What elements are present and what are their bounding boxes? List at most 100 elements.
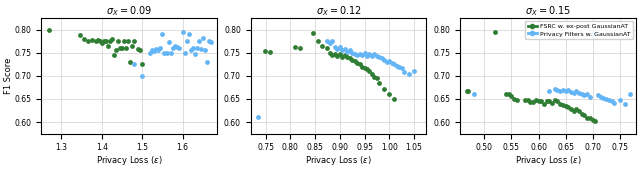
Point: [582, 116, 592, 119]
Point: [105, 40, 115, 42]
Point: [566, 91, 576, 93]
Point: [563, 106, 573, 109]
Point: [323, 40, 333, 42]
X-axis label: Privacy Loss ($\varepsilon$): Privacy Loss ($\varepsilon$): [515, 154, 581, 167]
Point: [509, 98, 519, 100]
Point: [196, 48, 206, 50]
Point: [588, 32, 598, 35]
Point: [83, 39, 93, 42]
Point: [352, 62, 362, 64]
Point: [552, 100, 563, 103]
Point: [137, 75, 147, 77]
Point: [97, 42, 107, 45]
Point: [547, 101, 557, 104]
Point: [374, 81, 385, 84]
Point: [468, 93, 479, 96]
Point: [133, 48, 143, 50]
Point: [163, 41, 173, 43]
Point: [399, 71, 409, 74]
Point: [504, 93, 514, 96]
Point: [389, 63, 399, 66]
Point: [165, 51, 175, 54]
Point: [317, 44, 328, 47]
Point: [364, 70, 374, 73]
Point: [115, 47, 125, 49]
Point: [93, 38, 103, 41]
Point: [609, 101, 620, 104]
Point: [369, 75, 380, 78]
Point: [192, 47, 202, 49]
Point: [198, 37, 208, 39]
Point: [95, 40, 105, 42]
Point: [539, 102, 549, 105]
Point: [568, 109, 579, 112]
Point: [266, 51, 276, 54]
Point: [151, 48, 161, 50]
Point: [380, 87, 390, 90]
Point: [194, 40, 204, 42]
Point: [566, 108, 576, 110]
Point: [355, 52, 365, 55]
Point: [372, 77, 382, 80]
Point: [340, 54, 350, 56]
Point: [127, 44, 138, 47]
Point: [550, 98, 560, 101]
Point: [200, 49, 210, 51]
Point: [182, 40, 192, 42]
Point: [342, 50, 353, 53]
Point: [170, 44, 180, 47]
Point: [372, 55, 382, 58]
Point: [145, 51, 156, 54]
Point: [544, 100, 554, 103]
Point: [161, 51, 172, 54]
Point: [387, 62, 397, 64]
Point: [512, 98, 522, 101]
Point: [111, 49, 121, 52]
Point: [544, 89, 554, 92]
Point: [533, 100, 543, 103]
Point: [574, 92, 584, 95]
Point: [202, 61, 212, 63]
Point: [525, 100, 536, 103]
Point: [360, 66, 370, 69]
Point: [129, 63, 140, 66]
Point: [129, 40, 140, 42]
Y-axis label: F1 Score: F1 Score: [4, 58, 13, 94]
Point: [404, 72, 414, 75]
Point: [374, 56, 385, 59]
Point: [340, 48, 350, 50]
Point: [531, 98, 541, 101]
Point: [369, 52, 380, 55]
Point: [552, 88, 563, 91]
Point: [173, 47, 184, 49]
Point: [349, 52, 360, 55]
Point: [557, 88, 568, 91]
Point: [125, 61, 135, 63]
Point: [119, 40, 129, 42]
Title: $\sigma_X=0.09$: $\sigma_X=0.09$: [106, 4, 152, 18]
Point: [154, 49, 164, 51]
Point: [585, 95, 595, 98]
Point: [352, 54, 362, 56]
Point: [344, 49, 355, 52]
Point: [253, 115, 263, 118]
Point: [290, 46, 300, 49]
Point: [327, 40, 337, 42]
Point: [156, 47, 166, 49]
Point: [107, 37, 117, 40]
Point: [327, 54, 337, 56]
Point: [541, 100, 552, 103]
Point: [381, 61, 392, 63]
Point: [44, 28, 54, 31]
Point: [392, 64, 402, 67]
Point: [335, 46, 345, 49]
Point: [100, 40, 111, 42]
Point: [103, 44, 113, 47]
Point: [394, 65, 404, 68]
Point: [397, 66, 407, 69]
Point: [563, 88, 573, 91]
Point: [364, 52, 374, 55]
Point: [204, 39, 214, 42]
Point: [357, 54, 367, 56]
Point: [536, 100, 547, 103]
